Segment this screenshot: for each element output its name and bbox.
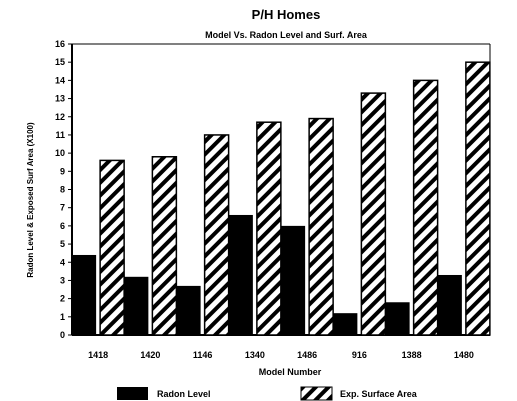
y-tick-label: 6: [60, 221, 65, 231]
x-axis-label: Model Number: [259, 367, 322, 377]
chart-title: P/H Homes: [252, 7, 321, 22]
y-tick-label: 10: [55, 148, 65, 158]
y-tick-label: 5: [60, 239, 65, 249]
bar-surface-area: [360, 92, 387, 336]
bar-surface-area: [99, 159, 125, 336]
bar-radon-level: [124, 276, 149, 335]
legend-label-radon-level: Radon Level: [157, 389, 211, 399]
y-tick-label: 1: [60, 312, 65, 322]
legend-swatch-surface-area: [300, 386, 333, 401]
bar-surface-area: [151, 156, 178, 336]
bar-surface-area: [256, 121, 282, 336]
y-tick-label: 12: [55, 112, 65, 122]
legend: Radon Level Exp. Surface Area: [117, 386, 418, 401]
y-tick-label: 7: [60, 203, 65, 213]
bar-surface-area: [308, 117, 334, 336]
x-tick-label: 1486: [297, 350, 317, 360]
y-tick-label: 9: [60, 166, 65, 176]
y-tick-label: 4: [60, 257, 65, 267]
y-tick-label: 8: [60, 185, 65, 195]
y-tick-label: 15: [55, 57, 65, 67]
x-tick-label: 1388: [402, 350, 422, 360]
y-tick-label: 11: [55, 130, 65, 140]
x-tick-label: 1418: [88, 350, 108, 360]
bar-surface-area: [412, 79, 439, 336]
bar-surface-area: [465, 61, 491, 336]
bar-radon-level: [437, 274, 462, 335]
x-tick-label: 1146: [193, 350, 213, 360]
bar-radon-level: [281, 225, 306, 335]
bar-radon-level: [176, 285, 201, 335]
legend-swatch-radon-level: [117, 387, 148, 400]
legend-label-surface-area: Exp. Surface Area: [340, 389, 418, 399]
bar-radon-level: [72, 254, 97, 335]
x-tick-label: 1480: [454, 350, 474, 360]
y-tick-label: 0: [60, 330, 65, 340]
x-tick-label: 1340: [245, 350, 265, 360]
bar-radon-level: [385, 302, 410, 335]
y-tick-label: 14: [55, 75, 65, 85]
y-tick-label: 13: [55, 94, 65, 104]
y-tick-label: 2: [60, 294, 65, 304]
y-tick-label: 3: [60, 275, 65, 285]
x-tick-label: 916: [352, 350, 367, 360]
x-tick-label: 1420: [140, 350, 160, 360]
bar-radon-level: [228, 214, 253, 335]
y-tick-label: 16: [55, 39, 65, 49]
bars: [72, 61, 491, 336]
bar-surface-area: [203, 134, 230, 336]
x-ticks: 1418 1420 1146 1340 1486 916 1388 1480: [88, 350, 474, 360]
bar-radon-level: [333, 313, 358, 335]
chart-subtitle: Model Vs. Radon Level and Surf. Area: [205, 30, 368, 40]
y-axis-label: Radon Level & Exposed Surf Area (X100): [26, 122, 35, 278]
